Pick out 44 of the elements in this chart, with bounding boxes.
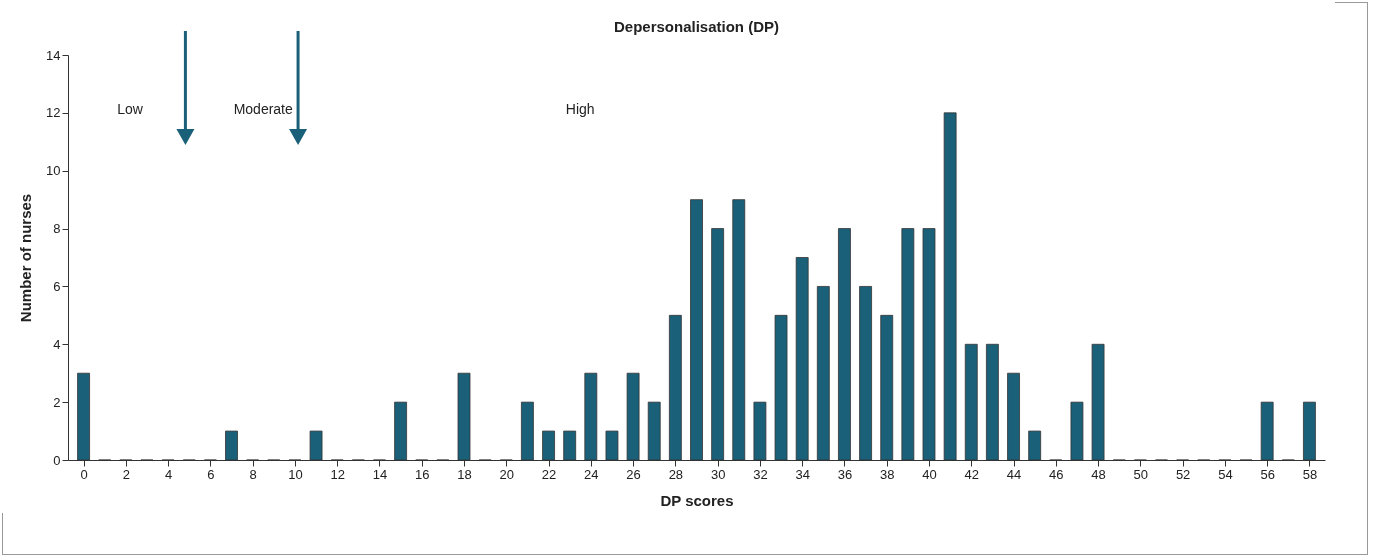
x-tick-label: 34: [795, 466, 810, 482]
y-tick-label: 6: [53, 278, 61, 294]
annotation: Moderate: [233, 100, 293, 117]
x-tick-label: 22: [541, 466, 557, 482]
x-tick-label: 16: [415, 466, 430, 482]
x-tick-label: 8: [249, 466, 257, 482]
x-tick-label: 36: [837, 466, 853, 482]
x-tick-label: 2: [122, 466, 130, 482]
x-tick-label: 48: [1091, 466, 1106, 482]
y-tick-label: 4: [53, 336, 61, 352]
x-tick-label: 56: [1260, 466, 1275, 482]
y-tick-label: 2: [53, 394, 61, 410]
x-tick-label: 4: [164, 466, 173, 482]
x-tick-label: 20: [499, 466, 515, 482]
x-tick-label: 26: [626, 466, 641, 482]
x-tick-label: 44: [1006, 466, 1022, 482]
x-tick-label: 32: [753, 466, 768, 482]
y-tick-label: 12: [46, 105, 61, 121]
y-axis-title: Number of nurses: [17, 193, 35, 323]
x-tick-label: 14: [372, 466, 388, 482]
x-tick-label: 42: [964, 466, 979, 482]
x-tick-label: 10: [288, 466, 303, 482]
x-tick-label: 28: [668, 466, 684, 482]
x-tick-label: 30: [710, 466, 726, 482]
y-tick-label: 8: [53, 221, 61, 237]
annotation: High: [565, 100, 595, 117]
x-tick-label: 50: [1133, 466, 1149, 482]
x-tick-label: 52: [1175, 466, 1191, 482]
x-tick-label: 18: [457, 466, 472, 482]
y-tick-label: 14: [46, 47, 61, 63]
x-tick-label: 46: [1049, 466, 1064, 482]
x-tick-label: 0: [80, 466, 88, 482]
x-tick-label: 40: [922, 466, 937, 482]
x-tick-label: 58: [1302, 466, 1318, 482]
chart-title: Depersonalisation (DP): [613, 18, 780, 35]
x-tick-label: 38: [879, 466, 895, 482]
y-tick-label: 10: [46, 163, 61, 179]
y-tick-label: 0: [53, 452, 61, 468]
x-tick-label: 12: [330, 466, 345, 482]
x-tick-label: 24: [584, 466, 599, 482]
x-tick-label: 54: [1218, 466, 1233, 482]
x-tick-label: 6: [207, 466, 215, 482]
x-axis-title: DP scores: [660, 491, 734, 509]
annotation: Low: [117, 100, 144, 117]
